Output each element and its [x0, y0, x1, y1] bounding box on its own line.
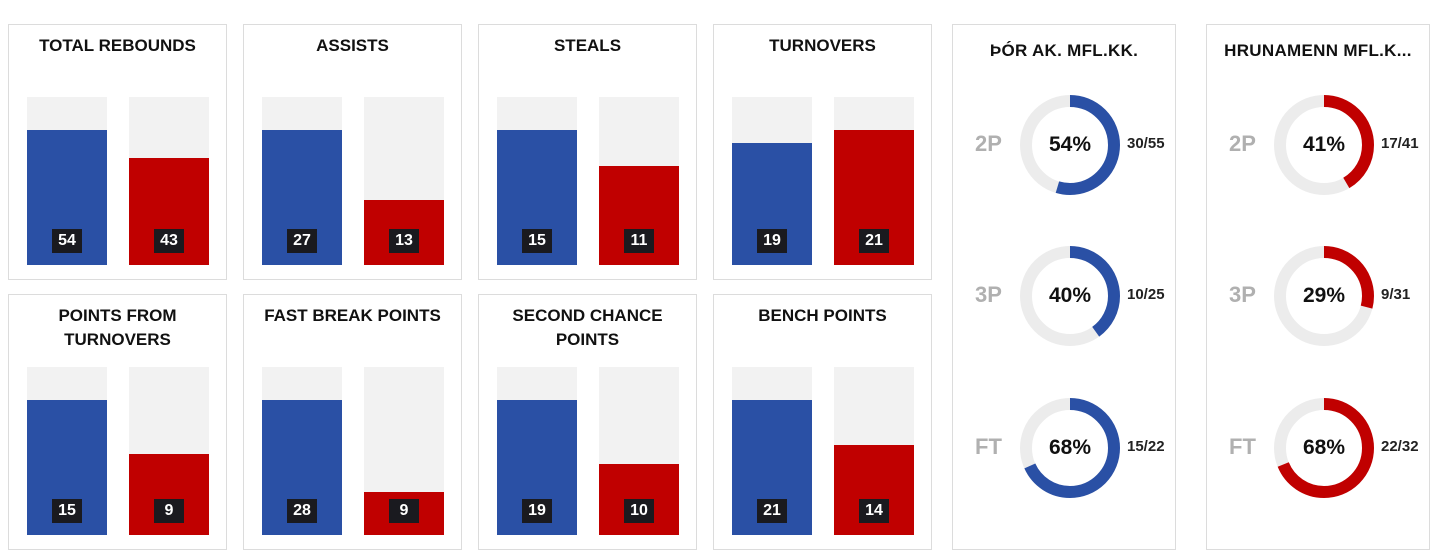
home-bar-value-label: 15: [52, 499, 82, 523]
shot-type-label: 3P: [1229, 282, 1256, 307]
away-bar-track: 9: [364, 367, 444, 535]
away-bar-value-label: 11: [624, 229, 654, 253]
donut-svg: [1274, 246, 1374, 346]
shot-percentage: 54%: [1048, 133, 1092, 156]
stat-card-title: TURNOVERS: [769, 36, 876, 55]
stat-card-second-chance-points: SECOND CHANCE POINTS 19 10: [478, 294, 697, 550]
shooting-card-home: ÞÓR AK. MFL.KK. 2P 54% 30/55 3P 40% 10/25 FT 68%…: [952, 24, 1176, 550]
home-bar-value-label: 54: [52, 229, 82, 253]
home-bar-value-label: 27: [287, 229, 317, 253]
shooting-card-away: HRUNAMENN MFL.K... 2P 41% 17/41 3P 29% 9/31 FT 6…: [1206, 24, 1430, 550]
home-bar-track: 19: [497, 367, 577, 535]
team-name: HRUNAMENN MFL.K...: [1224, 41, 1412, 60]
away-bar-track: 11: [599, 97, 679, 265]
shots-made-attempted: 10/25: [1127, 286, 1165, 303]
donut-arc: [1020, 246, 1120, 346]
shot-donut: 68%: [1273, 397, 1375, 499]
donut-svg: [1020, 246, 1120, 346]
away-bar-value-label: 43: [154, 229, 184, 253]
away-bar-value-label: 9: [154, 499, 184, 523]
stat-card-assists: ASSISTS 27 13: [243, 24, 462, 280]
away-bar-value-label: 9: [389, 499, 419, 523]
home-bar-value-label: 19: [522, 499, 552, 523]
shot-percentage: 68%: [1048, 436, 1092, 459]
away-bar-value-label: 10: [624, 499, 654, 523]
stat-card-steals: STEALS 15 11: [478, 24, 697, 280]
home-bar-track: 28: [262, 367, 342, 535]
donut-arc: [1274, 95, 1374, 195]
shot-type-label: FT: [975, 434, 1002, 459]
stat-card-title: TOTAL REBOUNDS: [39, 36, 196, 55]
home-bar-track: 21: [732, 367, 812, 535]
away-bar-value-label: 13: [389, 229, 419, 253]
home-bar-track: 54: [27, 97, 107, 265]
donut-arc: [1020, 95, 1120, 195]
shot-type-label: 2P: [1229, 131, 1256, 156]
home-bar-value-label: 21: [757, 499, 787, 523]
home-bar-value-label: 19: [757, 229, 787, 253]
donut-svg: [1020, 95, 1120, 195]
donut-arc: [1274, 398, 1374, 498]
shot-type-label: FT: [1229, 434, 1256, 459]
home-bar-track: 15: [497, 97, 577, 265]
shots-made-attempted: 22/32: [1381, 438, 1419, 455]
donut-svg: [1274, 398, 1374, 498]
away-bar-track: 43: [129, 97, 209, 265]
home-bar-value-label: 28: [287, 499, 317, 523]
shots-made-attempted: 15/22: [1127, 438, 1165, 455]
stat-card-total-rebounds: TOTAL REBOUNDS 54 43: [8, 24, 227, 280]
shot-donut: 40%: [1019, 245, 1121, 347]
donut-svg: [1274, 95, 1374, 195]
stat-card-bench-points: BENCH POINTS 21 14: [713, 294, 932, 550]
home-bar-value-label: 15: [522, 229, 552, 253]
away-bar-value-label: 14: [859, 499, 889, 523]
stat-card-title: ASSISTS: [316, 36, 389, 55]
away-bar-track: 9: [129, 367, 209, 535]
team-name: ÞÓR AK. MFL.KK.: [989, 41, 1139, 60]
shot-donut: 41%: [1273, 94, 1375, 196]
stat-card-turnovers: TURNOVERS 19 21: [713, 24, 932, 280]
away-bar-value-label: 21: [859, 229, 889, 253]
donut-arc: [1274, 246, 1374, 346]
donut-svg: [1020, 398, 1120, 498]
shot-percentage: 29%: [1302, 284, 1346, 307]
shots-made-attempted: 9/31: [1381, 286, 1411, 303]
shot-type-label: 3P: [975, 282, 1002, 307]
shots-made-attempted: 17/41: [1381, 135, 1419, 152]
home-bar-track: 19: [732, 97, 812, 265]
home-bar-track: 15: [27, 367, 107, 535]
stat-card-points-from-turnovers: POINTS FROM TURNOVERS 15 9: [8, 294, 227, 550]
home-bar-track: 27: [262, 97, 342, 265]
away-bar-track: 13: [364, 97, 444, 265]
shot-donut: 54%: [1019, 94, 1121, 196]
shots-made-attempted: 30/55: [1127, 135, 1165, 152]
away-bar-track: 14: [834, 367, 914, 535]
stat-card-title: STEALS: [553, 36, 622, 55]
away-bar-track: 10: [599, 367, 679, 535]
shot-donut: 29%: [1273, 245, 1375, 347]
shot-percentage: 41%: [1302, 133, 1346, 156]
shot-donut: 68%: [1019, 397, 1121, 499]
away-bar-track: 21: [834, 97, 914, 265]
stat-card-fast-break-points: FAST BREAK POINTS 28 9: [243, 294, 462, 550]
shot-percentage: 68%: [1302, 436, 1346, 459]
shot-type-label: 2P: [975, 131, 1002, 156]
shot-percentage: 40%: [1048, 284, 1092, 307]
stat-card-title: BENCH POINTS: [758, 306, 887, 325]
stat-card-title: FAST BREAK POINTS: [264, 306, 441, 325]
stat-card-title: SECOND CHANCE POINTS: [512, 306, 663, 349]
stat-card-title: POINTS FROM TURNOVERS: [58, 306, 177, 349]
donut-arc: [1020, 398, 1120, 498]
